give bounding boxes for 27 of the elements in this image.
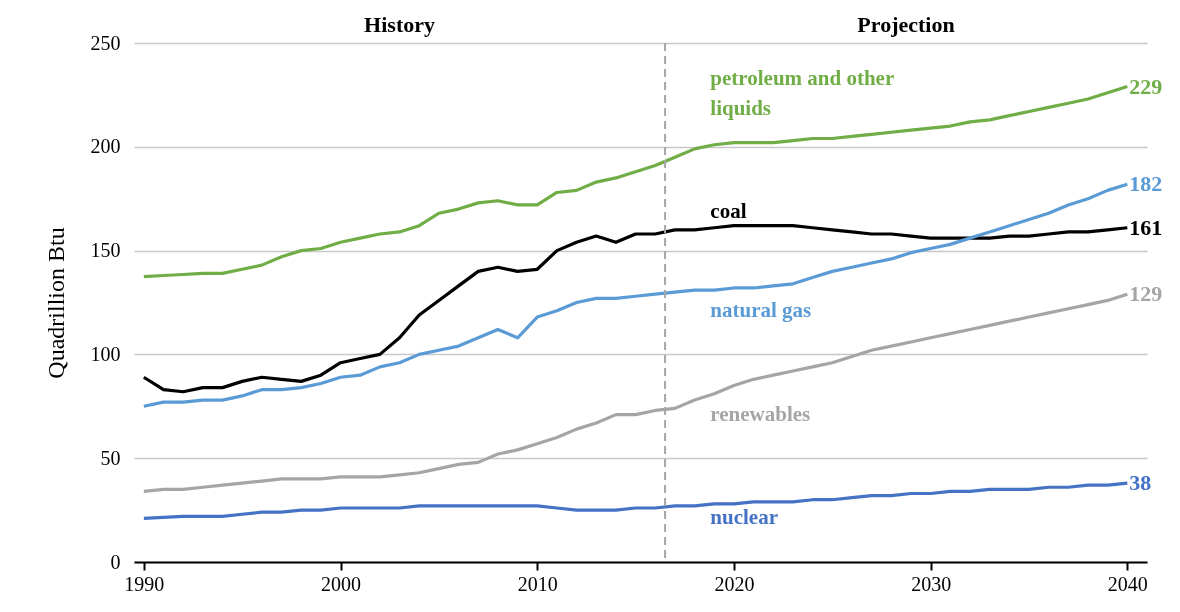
data-label: 229	[1129, 73, 1163, 99]
line-series	[142, 182, 1129, 408]
series-label: coal	[710, 198, 747, 223]
x-tick-label: 2010	[517, 572, 558, 595]
data-label: 161	[1129, 214, 1163, 240]
y-tick-label: 250	[90, 31, 121, 54]
text: History	[364, 12, 435, 37]
series-label: natural gas	[710, 298, 812, 323]
text: Projection	[857, 12, 955, 37]
y-tick-label: 100	[90, 342, 121, 365]
y-axis-title: Quadrillion Btu	[42, 227, 69, 379]
x-tick-label: 1990	[124, 572, 165, 595]
series-label: renewables	[710, 401, 811, 426]
series-label: petroleum and other liquids	[710, 65, 895, 120]
y-tick-label: 0	[110, 550, 121, 573]
data-label: 129	[1129, 281, 1163, 307]
y-tick-label: 200	[90, 135, 121, 158]
x-tick-label: 2000	[321, 572, 362, 595]
data-label: 182	[1129, 171, 1163, 197]
y-tick-label: 150	[90, 239, 121, 262]
series-label: nuclear	[710, 504, 778, 529]
x-tick-label: 2020	[714, 572, 755, 595]
x-tick-label: 2030	[911, 572, 952, 595]
x-tick-label: 2040	[1107, 572, 1148, 595]
data-label: 38	[1129, 470, 1152, 496]
y-tick-label: 50	[100, 446, 121, 469]
line-series	[142, 224, 1129, 394]
